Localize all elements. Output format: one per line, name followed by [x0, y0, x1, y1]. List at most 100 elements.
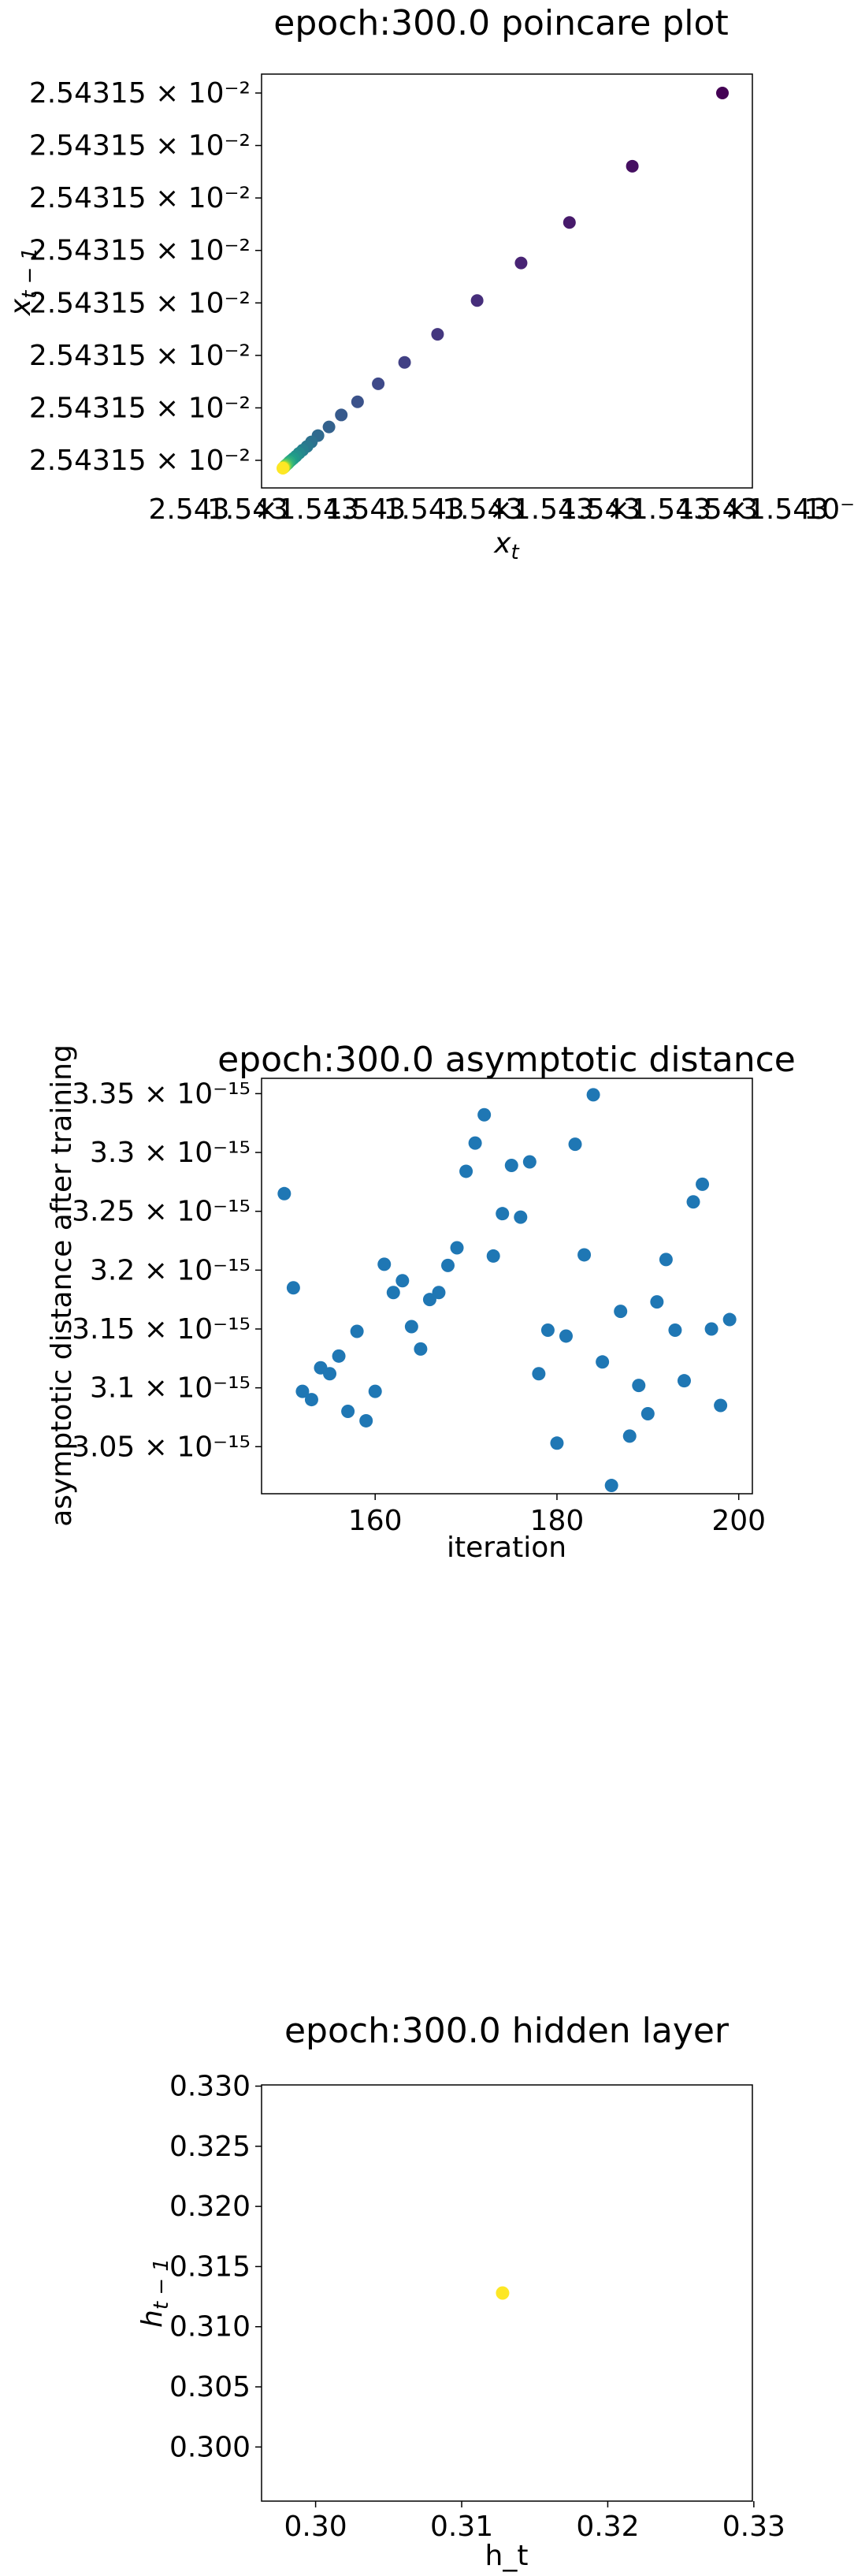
x-tick-label: 10⁻² [804, 493, 854, 526]
scatter-point [704, 1322, 718, 1336]
x-ticks: 160 180 200 [348, 1494, 766, 1537]
scatter-point [468, 1136, 482, 1150]
asymptotic-distance-chart: epoch:300.0 asymptotic distance 3.05 × 1… [46, 1040, 796, 1564]
plot-frame [261, 1078, 753, 1495]
y-tick-label: 0.310 [169, 2311, 251, 2343]
y-axis-label: asymptotic distance after training [46, 1044, 78, 1527]
scatter-point [496, 1207, 510, 1221]
scatter-point [577, 1248, 592, 1262]
y-tick-label: 3.35 × 10⁻¹⁵ [72, 1078, 251, 1110]
x-tick-label: 200 [711, 1505, 766, 1537]
y-tick-label: 2.54315 × 10⁻² [29, 445, 251, 477]
y-tick-label: 3.05 × 10⁻¹⁵ [72, 1431, 251, 1463]
scatter-point [450, 1241, 464, 1255]
scatter-point [559, 1329, 573, 1343]
x-axis-label: h_t [485, 2540, 529, 2572]
plot-frame [261, 2084, 753, 2502]
scatter-point [540, 1323, 555, 1337]
y-ticks: 2.54315 × 10⁻² 2.54315 × 10⁻² 2.54315 × 10… [29, 77, 262, 477]
scatter-point [414, 1342, 428, 1356]
chart-title: epoch:300.0 hidden layer [284, 2011, 730, 2051]
x-tick-label: 160 [348, 1505, 403, 1537]
distance-points [277, 1088, 737, 1493]
scatter-point [486, 1249, 500, 1263]
scatter-point [626, 159, 639, 173]
x-tick-label: 180 [530, 1505, 585, 1537]
chart-title: epoch:300.0 poincare plot [273, 3, 728, 43]
scatter-point [335, 408, 348, 422]
plot-frame [261, 73, 753, 489]
scatter-point [341, 1404, 355, 1418]
y-ticks: 3.05 × 10⁻¹⁵ 3.1 × 10⁻¹⁵ 3.15 × 10⁻¹⁵ 3.2 ×… [72, 1078, 262, 1463]
y-tick-label: 2.54315 × 10⁻² [29, 392, 251, 424]
y-tick-label: 0.305 [169, 2371, 251, 2403]
hidden-points [496, 2286, 510, 2300]
x-tick-label: 0.30 [284, 2511, 347, 2543]
scatter-point [350, 1324, 364, 1338]
y-axis-label: xt − 1 [5, 248, 42, 316]
y-tick-label: 2.54315 × 10⁻² [29, 182, 251, 214]
scatter-point [514, 256, 528, 270]
scatter-point [459, 1164, 473, 1178]
x-tick-label: ×1.543 [724, 493, 829, 526]
scatter-point [632, 1379, 646, 1393]
x-tick-label: 2.543 [148, 493, 229, 526]
scatter-point [714, 1398, 728, 1413]
x-ticks: 0.30 0.31 0.32 0.33 [284, 2501, 785, 2543]
scatter-point [386, 1286, 400, 1300]
scatter-point [304, 1393, 318, 1407]
chart-title: epoch:300.0 asymptotic distance [217, 1040, 796, 1080]
scatter-point [432, 1286, 446, 1300]
y-tick-label: 2.54315 × 10⁻² [29, 235, 251, 267]
x-tick-label: ×1.543 [254, 493, 358, 526]
scatter-point [395, 1274, 410, 1288]
x-tick-label: 1.543 [677, 493, 758, 526]
x-tick-label: 0.31 [430, 2511, 493, 2543]
y-tick-label: 0.315 [169, 2250, 251, 2283]
y-tick-label: 2.54315 × 10⁻² [29, 287, 251, 319]
x-tick-label: 1.543 [559, 493, 640, 526]
scatter-point [668, 1323, 682, 1337]
y-tick-label: 0.325 [169, 2131, 251, 2163]
scatter-point [532, 1367, 546, 1381]
scatter-point [686, 1195, 700, 1209]
scatter-point [659, 1253, 673, 1267]
hidden-layer-chart: epoch:300.0 hidden layer 0.3000.3050.310… [136, 2011, 785, 2572]
scatter-point [277, 462, 289, 475]
scatter-point [323, 1367, 337, 1381]
y-tick-label: 3.15 × 10⁻¹⁵ [72, 1313, 251, 1346]
y-tick-label: 0.300 [169, 2431, 251, 2463]
scatter-point [622, 1429, 637, 1443]
y-tick-label: 2.54315 × 10⁻² [29, 130, 251, 162]
scatter-point [431, 328, 444, 341]
y-tick-label: 3.1 × 10⁻¹⁵ [90, 1372, 251, 1405]
scatter-point [377, 1257, 392, 1271]
x-tick-label: 1.543 [325, 493, 406, 526]
x-tick-label: 0.33 [722, 2511, 785, 2543]
y-tick-label: 3.2 × 10⁻¹⁵ [90, 1254, 251, 1286]
scatter-point [586, 1088, 600, 1102]
scatter-point [422, 1293, 436, 1307]
poincare-points [277, 87, 729, 475]
scatter-point [504, 1158, 518, 1172]
scatter-point [351, 395, 364, 408]
scatter-point [696, 1177, 710, 1191]
scatter-point [368, 1384, 382, 1398]
scatter-point [640, 1406, 655, 1420]
y-tick-label: 2.54315 × 10⁻² [29, 77, 251, 110]
scatter-point [522, 1155, 537, 1169]
scatter-point [477, 1107, 492, 1122]
scatter-point [332, 1349, 346, 1363]
y-tick-label: 0.320 [169, 2191, 251, 2223]
y-ticks: 0.300 0.305 0.310 0.315 0.320 0.325 0.330 [169, 2071, 262, 2463]
scatter-point [677, 1374, 691, 1388]
scatter-point [398, 356, 411, 369]
x-tick-label: ×1.543 [607, 493, 711, 526]
x-ticks: 2.5431.543×1.5431.5431.5431.543×1.5431.5… [148, 493, 854, 526]
x-axis-label: xt [493, 527, 519, 564]
scatter-point [404, 1320, 418, 1334]
poincare-chart: epoch:300.0 poincare plot 2.54315 × 10⁻²… [5, 3, 854, 564]
x-tick-label: 1.543 [207, 493, 288, 526]
scatter-point [563, 216, 576, 229]
